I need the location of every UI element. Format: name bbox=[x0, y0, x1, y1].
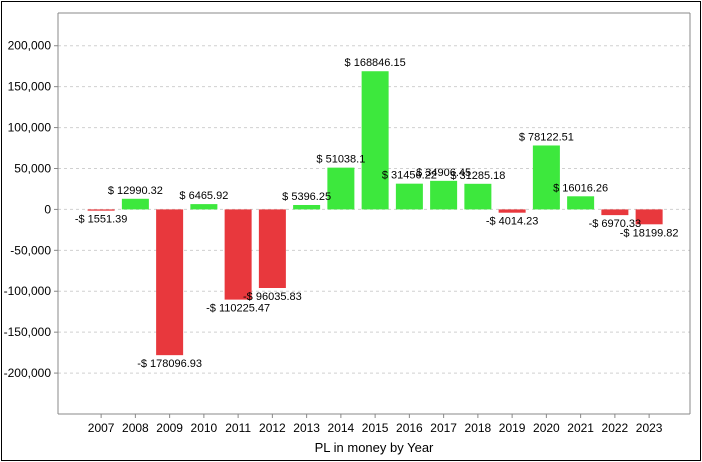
bar-2019 bbox=[498, 209, 526, 213]
y-tick-label: 100,000 bbox=[8, 121, 52, 135]
data-label-2020: $ 78122.51 bbox=[519, 131, 574, 143]
axes bbox=[54, 12, 691, 418]
data-label-2016: $ 31456.22 bbox=[382, 170, 437, 182]
x-tick-label-2021: 2021 bbox=[567, 421, 594, 435]
data-labels: -$ 1551.39 $ 12990.32 -$ 178096.93 $ 6465.9… bbox=[75, 57, 679, 370]
x-tick-label-2011: 2011 bbox=[225, 421, 251, 435]
bar-2022 bbox=[601, 209, 629, 216]
bar-2014 bbox=[327, 167, 355, 210]
data-label-2013: $ 5396.25 bbox=[282, 191, 331, 203]
data-label-2008: $ 12990.32 bbox=[108, 185, 163, 197]
data-label-2023: -$ 18199.82 bbox=[620, 227, 679, 239]
data-label-2019: -$ 4014.23 bbox=[486, 216, 539, 228]
x-tick-label-2015: 2015 bbox=[362, 421, 389, 435]
x-axis-title: PL in money by Year bbox=[315, 440, 434, 455]
bar-2016 bbox=[395, 183, 423, 210]
data-label-2011: -$ 110225.47 bbox=[206, 303, 270, 315]
x-tick-label-2016: 2016 bbox=[396, 421, 423, 435]
x-tick-label-2023: 2023 bbox=[636, 421, 663, 435]
y-tick-label: -150,000 bbox=[4, 325, 52, 339]
x-tick-label-2022: 2022 bbox=[602, 421, 629, 435]
y-tick-label: 200,000 bbox=[8, 39, 52, 53]
bars bbox=[87, 71, 663, 356]
bar-2015 bbox=[361, 71, 389, 210]
bar-2009 bbox=[156, 209, 184, 356]
data-label-2010: $ 6465.92 bbox=[179, 190, 228, 202]
bar-2010 bbox=[190, 204, 218, 210]
y-tick-labels: 200,000 150,000 100,000 50,000 0 -50,000 -100,… bbox=[4, 39, 52, 380]
x-tick-label-2010: 2010 bbox=[191, 421, 218, 435]
y-tick-label: -50,000 bbox=[10, 243, 51, 257]
data-label-2021: $ 16016.26 bbox=[553, 182, 608, 194]
bar-2023 bbox=[635, 209, 663, 225]
y-tick-label: 150,000 bbox=[8, 80, 52, 94]
bar-2007 bbox=[87, 209, 115, 211]
x-tick-label-2009: 2009 bbox=[156, 421, 183, 435]
x-tick-label-2018: 2018 bbox=[465, 421, 492, 435]
x-tick-labels: 2007 2008 2009 2010 2011 2012 2013 2014 2015 2016… bbox=[88, 421, 663, 435]
x-tick-label-2013: 2013 bbox=[293, 421, 320, 435]
y-tick-label: 50,000 bbox=[14, 161, 51, 175]
bar-2020 bbox=[532, 145, 560, 210]
x-tick-label-2014: 2014 bbox=[328, 421, 355, 435]
data-label-2017: $ 34906.45 bbox=[416, 167, 471, 179]
bar-2011 bbox=[224, 209, 252, 300]
data-label-2015: $ 168846.15 bbox=[345, 57, 406, 69]
y-tick-label: -200,000 bbox=[4, 366, 52, 380]
bar-2008 bbox=[121, 198, 149, 210]
x-tick-label-2007: 2007 bbox=[88, 421, 115, 435]
y-tick-label: -100,000 bbox=[4, 284, 52, 298]
bar-2018 bbox=[464, 183, 492, 210]
data-label-2022: -$ 6970.33 bbox=[589, 218, 642, 230]
x-tick-label-2017: 2017 bbox=[430, 421, 457, 435]
bar-2017 bbox=[430, 180, 458, 210]
x-tick-label-2019: 2019 bbox=[499, 421, 526, 435]
data-label-2014: $ 51038.1 bbox=[316, 154, 365, 166]
data-label-2018: $ 31285.18 bbox=[450, 170, 505, 182]
bar-2021 bbox=[567, 196, 595, 210]
x-tick-label-2020: 2020 bbox=[533, 421, 560, 435]
bar-2013 bbox=[293, 204, 321, 210]
x-tick-label-2008: 2008 bbox=[122, 421, 149, 435]
y-tick-label: 0 bbox=[44, 202, 51, 216]
bar-2012 bbox=[258, 209, 286, 289]
x-tick-label-2012: 2012 bbox=[259, 421, 286, 435]
data-label-2007: -$ 1551.39 bbox=[75, 214, 128, 226]
data-label-2012: -$ 96035.83 bbox=[243, 291, 302, 303]
data-label-2009: -$ 178096.93 bbox=[137, 358, 202, 370]
